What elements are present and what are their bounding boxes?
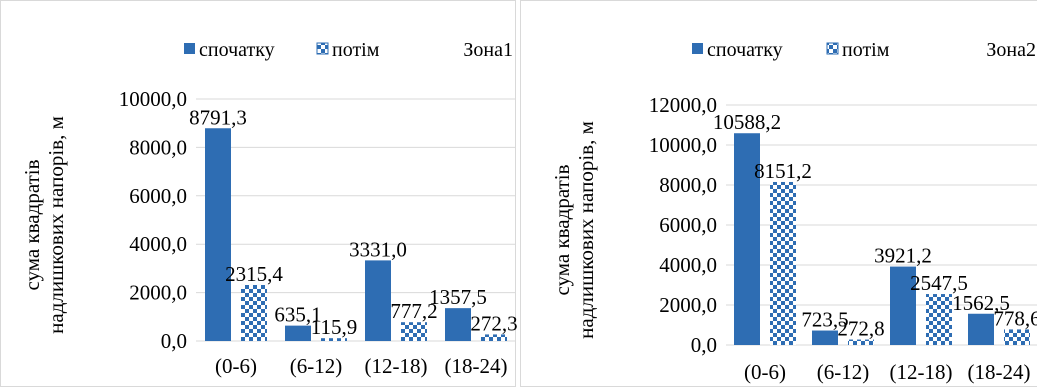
x-category-label: (6-12) bbox=[290, 354, 342, 378]
data-label: 1562,5 bbox=[952, 291, 1010, 315]
legend-swatch-before bbox=[692, 43, 703, 54]
bar-before bbox=[890, 266, 916, 345]
bar-after bbox=[321, 338, 347, 341]
bar-before bbox=[285, 325, 311, 341]
y-tick-label: 8000,0 bbox=[659, 173, 717, 197]
bar-before bbox=[365, 260, 391, 341]
bar-after bbox=[481, 334, 507, 341]
chart-zone1: 0,0 2000,0 4000,0 6000,0 8000,0 10000,08791,3… bbox=[20, 39, 517, 378]
data-label: 723,5 bbox=[801, 308, 848, 332]
chart-zone2: 0,0 2000,0 4000,0 6000,0 8000,0 10000,0 12000,… bbox=[550, 39, 1037, 384]
bar-before bbox=[812, 330, 838, 345]
zone-label: Зона2 bbox=[986, 39, 1036, 61]
data-label: 10588,2 bbox=[713, 110, 781, 134]
legend-label-before: спочатку bbox=[199, 39, 275, 61]
bar-before bbox=[445, 308, 471, 341]
y-tick-label: 0,0 bbox=[161, 329, 187, 353]
data-label: 2547,5 bbox=[910, 271, 968, 295]
y-tick-label: 2000,0 bbox=[129, 281, 187, 305]
y-axis-title-line1: сума квадратів bbox=[20, 159, 44, 290]
y-axis-title-line1: сума квадратів bbox=[550, 164, 574, 295]
legend-label-before: спочатку bbox=[707, 39, 783, 61]
x-category-label: (0-6) bbox=[215, 354, 257, 378]
data-label: 3921,2 bbox=[874, 244, 932, 268]
y-tick-label: 8000,0 bbox=[129, 135, 187, 159]
legend-label-after: потім bbox=[332, 39, 380, 61]
data-label: 3331,0 bbox=[349, 237, 407, 261]
bar-before bbox=[734, 133, 760, 345]
y-tick-label: 2000,0 bbox=[659, 293, 717, 317]
x-category-label: (12-18) bbox=[365, 354, 428, 378]
x-category-label: (18-24) bbox=[445, 354, 508, 378]
x-category-label: (0-6) bbox=[744, 360, 786, 384]
bar-after bbox=[848, 339, 874, 345]
data-label: 1357,5 bbox=[429, 285, 487, 309]
bar-after bbox=[401, 322, 427, 341]
bar-after bbox=[770, 181, 796, 345]
y-tick-label: 6000,0 bbox=[129, 184, 187, 208]
data-label: 635,1 bbox=[274, 303, 321, 327]
x-category-label: (18-24) bbox=[968, 360, 1031, 384]
bar-before bbox=[205, 128, 231, 341]
legend-label-after: потім bbox=[842, 39, 890, 61]
x-category-label: (6-12) bbox=[817, 360, 869, 384]
y-tick-label: 12000,0 bbox=[649, 93, 717, 117]
data-label: 115,9 bbox=[311, 315, 357, 339]
y-tick-label: 10000,0 bbox=[649, 133, 717, 157]
data-label: 2315,4 bbox=[225, 262, 283, 286]
chart-panel-zone2: 0,0 2000,0 4000,0 6000,0 8000,0 10000,0 12000,… bbox=[520, 0, 1037, 387]
legend-swatch-after bbox=[316, 42, 329, 55]
zone-label: Зона1 bbox=[463, 39, 513, 61]
chart-panel-zone1: 0,0 2000,0 4000,0 6000,0 8000,0 10000,0 8791,3… bbox=[0, 0, 517, 387]
y-tick-label: 6000,0 bbox=[659, 213, 717, 237]
y-tick-label: 4000,0 bbox=[659, 253, 717, 277]
y-tick-label: 0,0 bbox=[691, 333, 717, 357]
bar-after bbox=[241, 284, 267, 341]
bar-after bbox=[926, 294, 952, 345]
y-tick-label: 10000,0 bbox=[119, 87, 187, 111]
y-axis-title-line2: надлишкових напорів, м bbox=[574, 121, 598, 339]
bar-after bbox=[1004, 329, 1030, 345]
y-axis-title-line2: надлишкових напорів, м bbox=[44, 116, 68, 334]
y-tick-label: 4000,0 bbox=[129, 232, 187, 256]
data-label: 272,8 bbox=[837, 317, 884, 341]
data-label: 8151,2 bbox=[754, 159, 812, 183]
data-label: 272,3 bbox=[470, 311, 517, 335]
legend-swatch-after bbox=[826, 42, 839, 55]
data-label: 778,6 bbox=[993, 306, 1037, 330]
data-label: 777,2 bbox=[390, 299, 437, 323]
x-category-label: (12-18) bbox=[890, 360, 953, 384]
bar-before bbox=[968, 313, 994, 345]
legend-swatch-before bbox=[184, 43, 195, 54]
data-label: 8791,3 bbox=[189, 105, 247, 129]
